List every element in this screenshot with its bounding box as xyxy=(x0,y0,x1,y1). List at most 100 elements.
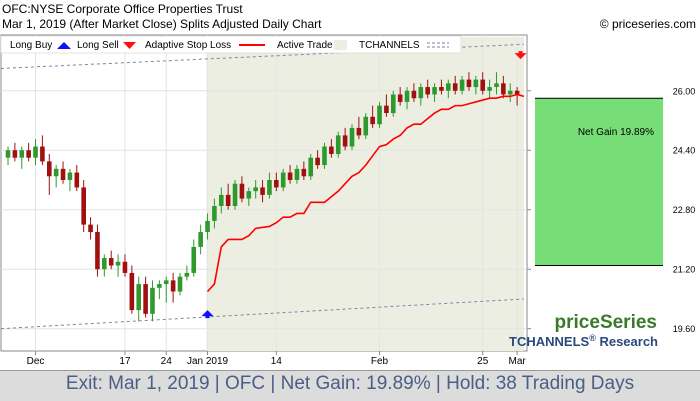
candle-body xyxy=(335,135,341,154)
candle xyxy=(218,187,224,214)
candle-body xyxy=(108,258,114,266)
candle xyxy=(342,127,348,151)
candle-body xyxy=(466,79,472,88)
legend-long-buy: Long Buy xyxy=(10,40,52,51)
candle-body xyxy=(301,168,307,177)
candle-body xyxy=(246,191,252,199)
brand-research-prefix: TCHANNELS xyxy=(509,334,589,349)
candle xyxy=(411,83,417,102)
candle-body xyxy=(115,261,121,266)
candle-body xyxy=(342,135,348,147)
candle xyxy=(46,153,52,195)
candle-body xyxy=(74,172,80,188)
candle xyxy=(143,276,148,318)
x-tick-label: Feb xyxy=(371,356,389,367)
candle xyxy=(363,113,369,140)
candle xyxy=(95,224,100,277)
candle xyxy=(198,224,203,255)
candle-body xyxy=(5,150,11,158)
candle-body xyxy=(88,224,93,233)
candle-body xyxy=(218,194,224,207)
candle xyxy=(184,265,190,281)
candle xyxy=(501,75,506,99)
candle-body xyxy=(212,206,217,221)
candle-body xyxy=(452,83,458,91)
candle-body xyxy=(253,187,258,192)
long-buy-arrow-icon xyxy=(201,310,214,319)
legend: Long Buy Long Sell Adaptive Stop Loss Ac… xyxy=(0,35,462,54)
candle xyxy=(480,72,486,95)
candle xyxy=(274,172,279,192)
long-sell-arrow-icon xyxy=(514,51,527,60)
candle-body xyxy=(404,90,410,102)
candle-body xyxy=(12,150,18,158)
footer-summary: Exit: Mar 1, 2019 | OFC | Net Gain: 19.8… xyxy=(65,373,635,394)
candle xyxy=(267,172,272,199)
y-tick-label: 19.60 xyxy=(673,324,696,334)
x-tick-label: Mar xyxy=(509,356,527,367)
candle-body xyxy=(329,146,334,154)
candle xyxy=(81,179,86,233)
x-tick-label: Dec xyxy=(27,356,45,367)
candle-body xyxy=(260,187,265,195)
candle xyxy=(102,254,107,277)
candle xyxy=(494,72,499,95)
candle-body xyxy=(170,280,176,292)
candle xyxy=(514,87,520,106)
footer-bar: Exit: Mar 1, 2019 | OFC | Net Gain: 19.8… xyxy=(0,370,700,401)
candle xyxy=(88,217,93,240)
candle-body xyxy=(507,90,513,95)
legend-long-sell-icon xyxy=(123,42,136,49)
candle xyxy=(446,79,451,99)
candle xyxy=(60,161,66,184)
candle xyxy=(40,135,45,166)
candle xyxy=(129,265,135,314)
candle xyxy=(287,165,293,184)
candle-body xyxy=(349,127,355,147)
x-tick-label: Jan 2019 xyxy=(187,356,229,367)
candle-body xyxy=(411,90,417,99)
candle xyxy=(487,79,492,99)
candle xyxy=(329,139,334,158)
candle-body xyxy=(53,168,59,177)
candle-body xyxy=(225,194,231,207)
chart-area: Net Gain 19.89% 26.00 24.40 22.80 21.20 19.6… xyxy=(0,34,696,367)
chart-subtitle: Mar 1, 2019 (After Market Close) Splits … xyxy=(2,17,322,31)
adaptive-stop-loss-line xyxy=(206,93,525,293)
legend-long-sell: Long Sell xyxy=(77,40,119,51)
x-tick-label: 25 xyxy=(477,356,489,367)
candle xyxy=(239,176,245,203)
candle xyxy=(452,75,458,95)
candle-body xyxy=(377,105,382,125)
candle xyxy=(191,239,197,277)
candle-body xyxy=(136,284,142,311)
legend-long-buy-icon xyxy=(57,42,71,49)
candle xyxy=(335,131,341,158)
candle-body xyxy=(501,83,506,95)
y-tick-label: 26.00 xyxy=(673,86,696,96)
candle-body xyxy=(480,79,486,91)
candle xyxy=(33,139,38,166)
candle xyxy=(377,101,382,128)
candle-body xyxy=(33,146,38,158)
y-tick-label: 22.80 xyxy=(673,205,696,215)
y-tick-label: 21.20 xyxy=(673,265,696,275)
candle xyxy=(177,272,183,296)
candle-body xyxy=(384,105,389,114)
chart-title: OFC:NYSE Corporate Office Properties Tru… xyxy=(2,2,243,16)
candle xyxy=(473,75,479,95)
candle-body xyxy=(425,87,430,95)
candle xyxy=(425,79,430,99)
candle xyxy=(212,198,217,229)
candle-body xyxy=(308,157,314,177)
candle-body xyxy=(81,187,86,225)
candle-body xyxy=(46,161,52,177)
candle-body xyxy=(446,83,451,91)
candle xyxy=(163,276,169,303)
active-trade-zone xyxy=(206,36,524,351)
net-gain-box xyxy=(535,98,663,266)
candle xyxy=(170,272,176,303)
candle-body xyxy=(157,284,162,288)
candle xyxy=(12,142,18,162)
candle xyxy=(225,183,231,210)
